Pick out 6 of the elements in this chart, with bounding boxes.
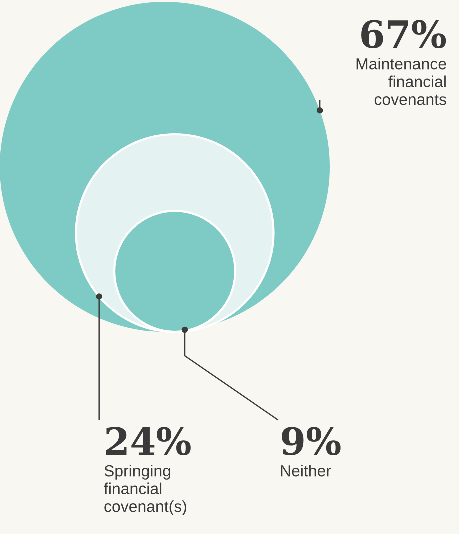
data-label: 67% xyxy=(362,20,446,49)
category-label: Maintenance financial covenants xyxy=(356,58,446,106)
category-label: Neither xyxy=(281,465,332,477)
category-label: Springing financial covenant(s) xyxy=(104,465,186,516)
data-label: 24% xyxy=(106,427,191,456)
data-label: 9% xyxy=(282,427,341,456)
